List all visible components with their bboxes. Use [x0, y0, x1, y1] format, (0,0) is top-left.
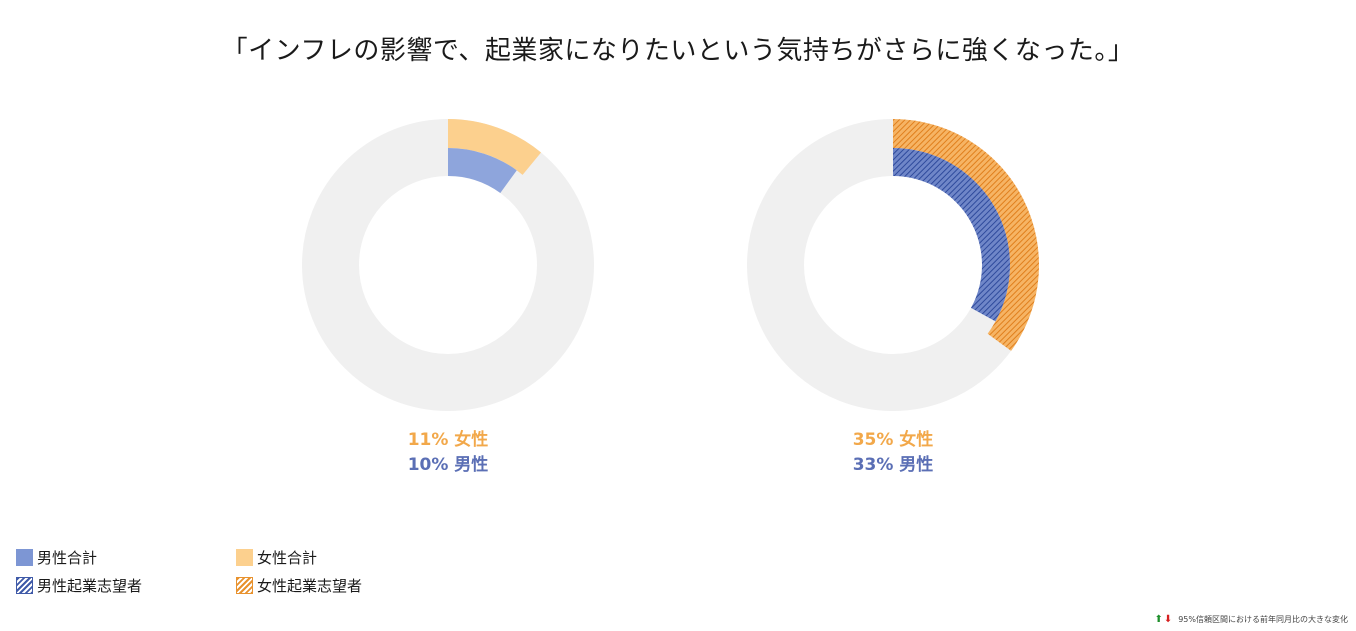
- female-total-arc: [448, 119, 542, 175]
- female-aspiring-swatch: [236, 577, 253, 594]
- male-total-label: 10% 男性: [407, 455, 489, 475]
- chart-title: 「インフレの影響で、起業家になりたいという気持ちがさらに強くなった。」: [221, 36, 1135, 66]
- donut-total-svg: [302, 119, 594, 411]
- male-aspiring-swatch: [16, 577, 33, 594]
- female-aspiring-arc: [893, 119, 1039, 351]
- legend-label-female-total: 女性合計: [257, 549, 318, 567]
- donut-aspiring-labels: 35% 女性 33% 男性: [733, 428, 1053, 478]
- footnote-text: 95%信頼区間における前年同月比の大きな変化: [1178, 615, 1348, 624]
- legend-label-male-aspiring: 男性起業志望者: [37, 577, 143, 595]
- legend-label-male-total: 男性合計: [37, 549, 98, 567]
- legend-item-female-total: 女性合計: [236, 547, 317, 568]
- arrow-down-icon: ⬇: [1163, 614, 1173, 625]
- female-aspiring-label: 35% 女性: [852, 430, 934, 450]
- inner-track: [331, 148, 565, 382]
- arrow-up-icon: ⬆: [1154, 614, 1163, 625]
- footnote: ⬆ ⬇ 95%信頼区間における前年同月比の大きな変化: [1154, 614, 1348, 625]
- male-total-swatch: [16, 549, 33, 566]
- legend-item-male-total: 男性合計: [16, 547, 97, 568]
- legend-item-male-aspiring: 男性起業志望者: [16, 575, 142, 596]
- donut-chart-total: [288, 110, 608, 430]
- donut-total-labels: 11% 女性 10% 男性: [288, 428, 608, 478]
- legend-item-female-aspiring: 女性起業志望者: [236, 575, 362, 596]
- donut-chart-aspiring: [733, 110, 1053, 430]
- male-aspiring-label: 33% 男性: [852, 455, 934, 475]
- female-total-swatch: [236, 549, 253, 566]
- male-total-arc: [448, 148, 517, 193]
- male-aspiring-arc: [893, 148, 1010, 322]
- donut-aspiring-svg: [747, 119, 1039, 411]
- female-total-label: 11% 女性: [407, 430, 489, 450]
- legend-label-female-aspiring: 女性起業志望者: [257, 577, 363, 595]
